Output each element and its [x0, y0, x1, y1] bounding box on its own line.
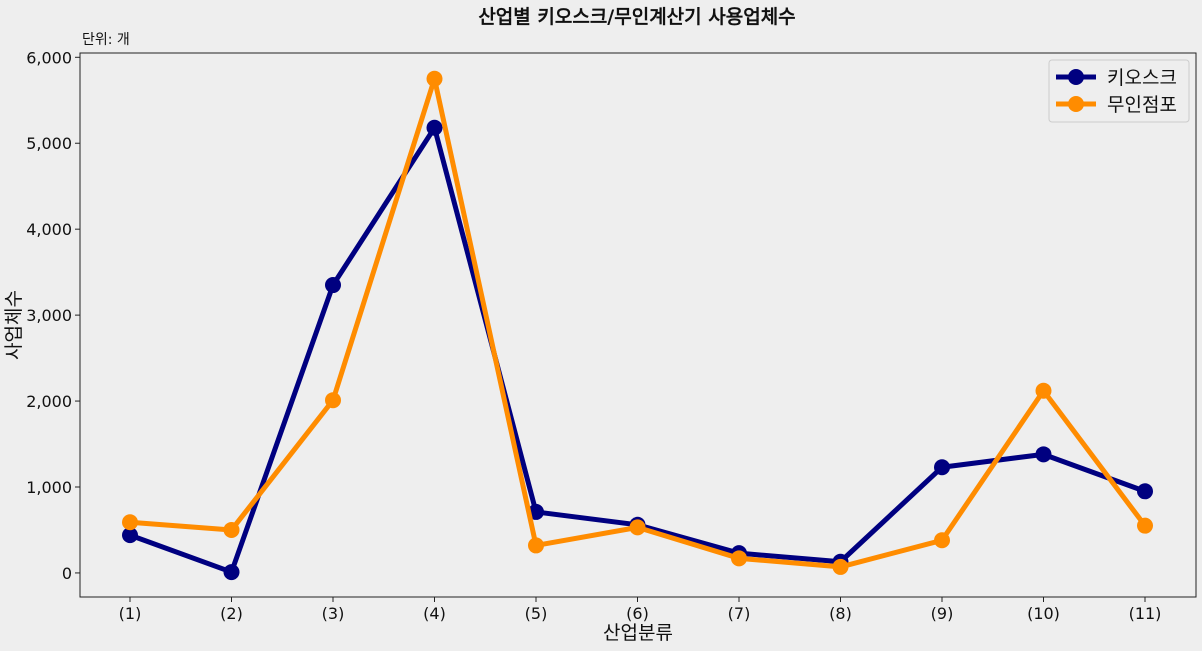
x-tick-label: (11): [1129, 604, 1162, 623]
series-line: [127, 76, 1148, 570]
chart-title: 산업별 키오스크/무인계산기 사용업체수: [478, 6, 795, 28]
data-point: [1035, 446, 1052, 463]
data-point: [426, 119, 443, 136]
y-tick-label: 1,000: [26, 478, 72, 497]
y-tick-label: 3,000: [26, 306, 72, 325]
data-point: [122, 514, 138, 531]
legend-marker: [1068, 69, 1084, 85]
x-tick-label: (7): [728, 604, 751, 623]
x-tick-label: (6): [626, 604, 649, 623]
x-axis-title: 산업분류: [603, 622, 673, 644]
unit-label: 단위: 개: [82, 32, 130, 48]
data-point: [1035, 382, 1052, 399]
data-point: [1137, 517, 1153, 534]
series-1: [122, 119, 1153, 581]
y-tick-label: 2,000: [26, 392, 72, 411]
series-2: [122, 70, 1153, 575]
data-point: [629, 519, 646, 536]
data-point: [223, 564, 240, 581]
y-tick-label: 0: [62, 564, 72, 583]
plot-area-frame: [79, 52, 1197, 598]
legend-entry: 키오스크: [1056, 67, 1177, 89]
data-point: [325, 277, 341, 294]
legend-label: 무인점포: [1107, 94, 1177, 116]
data-point: [223, 521, 240, 538]
legend-label: 키오스크: [1107, 67, 1177, 89]
x-tick-label: (8): [829, 604, 852, 623]
x-tick-label: (3): [322, 604, 345, 623]
data-point: [426, 70, 443, 87]
data-point: [1137, 483, 1153, 500]
data-point: [832, 558, 849, 575]
data-point: [325, 392, 341, 409]
legend-entry: 무인점포: [1056, 94, 1177, 116]
data-point: [934, 459, 950, 476]
y-tick-label: 5,000: [26, 134, 72, 153]
y-tick-label: 4,000: [26, 220, 72, 239]
axes: 0 1,000 2,000 3,000 4,000 5,000 6,000 (1) (2) (3)…: [26, 48, 1161, 623]
y-axis-title: 사업체수: [3, 290, 25, 360]
x-tick-label: (5): [525, 604, 548, 623]
legend-marker: [1068, 96, 1084, 112]
data-point: [528, 537, 544, 554]
x-tick-label: (10): [1027, 604, 1060, 623]
x-tick-label: (9): [931, 604, 954, 623]
y-tick-label: 6,000: [26, 48, 72, 67]
x-tick-label: (4): [423, 604, 446, 623]
series-layer: [122, 70, 1153, 581]
series-line: [127, 125, 1148, 575]
x-tick-label: (1): [119, 604, 142, 623]
data-point: [731, 550, 747, 567]
data-point: [122, 527, 138, 544]
data-point: [934, 532, 950, 549]
x-tick-label: (2): [220, 604, 243, 623]
